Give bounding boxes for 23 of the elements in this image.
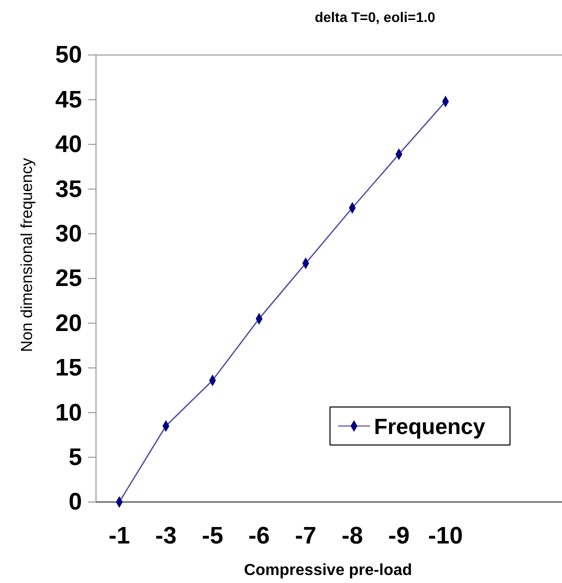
y-tick-label: 30 — [55, 220, 82, 248]
y-axis-title: Non dimensional frequency — [19, 158, 36, 352]
x-tick-label: -1 — [108, 522, 130, 550]
y-tick-label: 35 — [55, 176, 82, 203]
x-tick-label: -3 — [155, 522, 177, 550]
x-axis-title: Compressive pre-load — [244, 562, 412, 579]
y-tick-label: 50 — [55, 42, 82, 69]
y-tick-label: 0 — [68, 488, 82, 516]
y-tick-label: 5 — [68, 444, 82, 471]
y-tick-label: 45 — [55, 86, 82, 114]
y-tick-label: 15 — [55, 354, 82, 382]
x-tick-label: -9 — [388, 522, 410, 550]
y-tick-label: 10 — [55, 399, 82, 426]
x-tick-label: -10 — [428, 522, 463, 550]
x-tick-label: -6 — [248, 522, 270, 550]
chart-title: delta T=0, eoli=1.0 — [314, 9, 436, 25]
x-tick-label: -5 — [202, 522, 224, 550]
y-tick-label: 20 — [55, 310, 82, 337]
x-tick-label: -7 — [295, 522, 316, 550]
x-tick-label: -8 — [342, 522, 363, 550]
legend-label: Frequency — [374, 414, 486, 439]
y-tick-label: 40 — [55, 131, 82, 158]
y-tick-label: 25 — [55, 265, 82, 292]
